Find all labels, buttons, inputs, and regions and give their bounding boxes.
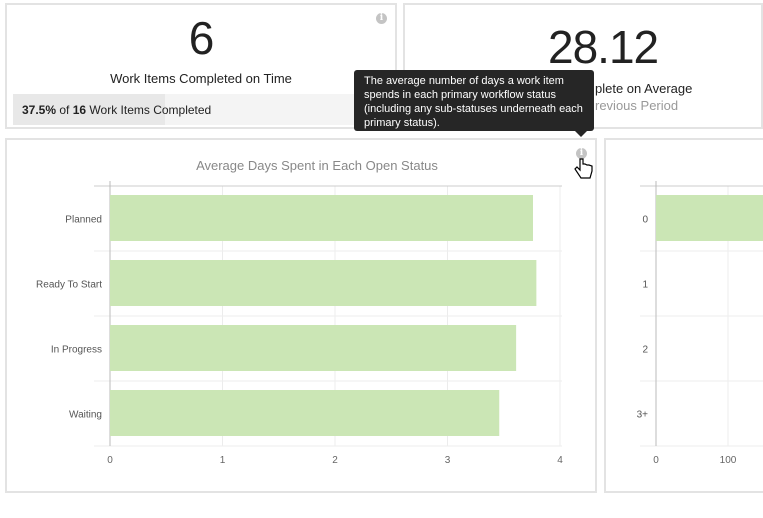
y-category-label: 2 [642,345,648,356]
progress-text: 37.5% of 16 Work Items Completed [22,103,211,117]
progress-of: of [56,103,73,117]
y-category-label: Planned [65,215,102,226]
y-category-label: 3+ [637,410,649,421]
y-category-label: 1 [642,280,648,291]
on-time-card: i 6 Work Items Completed on Time 37.5% o… [5,3,397,129]
tooltip: The average number of days a work item s… [354,70,594,137]
bar [110,325,517,371]
x-tick-label: 1 [220,455,226,466]
y-category-label: In Progress [51,345,102,356]
bar [110,390,500,436]
on-time-label: Work Items Completed on Time [110,71,292,86]
y-category-label: Waiting [69,410,102,421]
progress-bar: 37.5% of 16 Work Items Completed [13,94,391,125]
x-tick-label: 3 [445,455,451,466]
bar [110,195,533,241]
x-tick-label: 2 [332,455,338,466]
bar [110,260,537,306]
chart-title: Average Days Spent in Each Open Status [196,158,438,173]
cursor-hand-icon [574,158,593,179]
x-tick-label: 0 [653,455,659,466]
x-tick-label: 100 [720,455,737,466]
second-chart-card: 0 100 0 1 2 3+ [604,138,763,493]
average-label: plete on Average [595,81,693,96]
x-tick-label: 0 [107,455,113,466]
second-chart: 0 100 0 1 2 3+ [637,181,763,466]
progress-suffix: Work Items Completed [86,103,212,117]
average-value: 28.12 [548,21,659,73]
status-chart: Average Days Spent in Each Open Status 0 1… [36,158,563,466]
on-time-value: 6 [188,12,215,64]
progress-fill [13,94,165,125]
y-category-label: Ready To Start [36,280,102,291]
bar [656,195,763,241]
progress-percent: 37.5% [22,103,57,117]
info-icon[interactable]: i [376,13,387,24]
average-sublabel: revious Period [595,98,679,113]
info-icon[interactable]: i [576,148,587,159]
progress-total: 16 [72,103,87,117]
x-tick-label: 4 [557,455,563,466]
status-chart-card: i Average Days Spent in Each Open Status… [5,138,597,493]
y-category-label: 0 [642,215,648,226]
